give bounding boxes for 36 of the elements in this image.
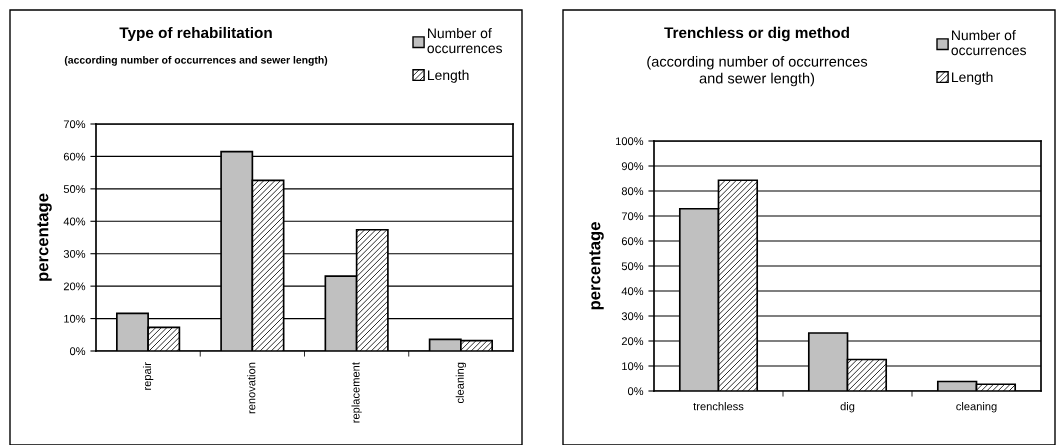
x-tick-label: renovation — [247, 362, 256, 414]
y-tick-label: 20% — [621, 337, 644, 346]
chart-title: Trenchless or dig method — [664, 26, 849, 42]
y-tick-label: 40% — [621, 287, 644, 296]
y-tick-label: 70% — [621, 212, 644, 221]
y-tick-label: 100% — [616, 137, 644, 146]
legend-label: Length — [952, 71, 993, 85]
legend-label: Length — [428, 69, 469, 83]
y-tick-label: 40% — [63, 217, 86, 226]
y-tick-label: 10% — [622, 362, 644, 371]
y-axis-title: percentage — [37, 193, 52, 281]
y-tick-label: 70% — [63, 120, 86, 129]
y-tick-label: 60% — [621, 237, 644, 246]
x-tick-label: dig — [840, 402, 855, 413]
x-tick-label: trenchless — [693, 402, 744, 411]
y-tick-label: 10% — [64, 314, 86, 323]
chart-title: Type of rehabilitation — [119, 26, 272, 42]
y-tick-label: 90% — [621, 162, 644, 171]
y-tick-label: 30% — [621, 312, 644, 321]
y-tick-label: 80% — [621, 187, 644, 196]
y-tick-label: 0% — [69, 347, 86, 356]
y-tick-label: 60% — [63, 152, 86, 161]
chart-subtitle: (according number of occurrences and sewer length) — [64, 56, 328, 66]
y-axis-title: percentage — [589, 222, 604, 310]
y-tick-label: 50% — [621, 262, 644, 271]
y-tick-label: 50% — [63, 185, 86, 193]
x-tick-label: repair — [142, 362, 154, 390]
x-tick-label: cleaning — [455, 362, 467, 404]
legend-label: Number of occurrences — [951, 30, 1027, 56]
x-tick-label: replacement — [351, 362, 362, 423]
y-tick-label: 30% — [63, 249, 86, 258]
y-tick-label: 20% — [63, 282, 86, 291]
x-tick-label: cleaning — [956, 402, 997, 413]
legend-label: Number of occurrences — [427, 28, 503, 54]
y-tick-label: 0% — [627, 387, 644, 396]
chart-subtitle: (according number of occurrences and sewer length) — [647, 56, 868, 87]
